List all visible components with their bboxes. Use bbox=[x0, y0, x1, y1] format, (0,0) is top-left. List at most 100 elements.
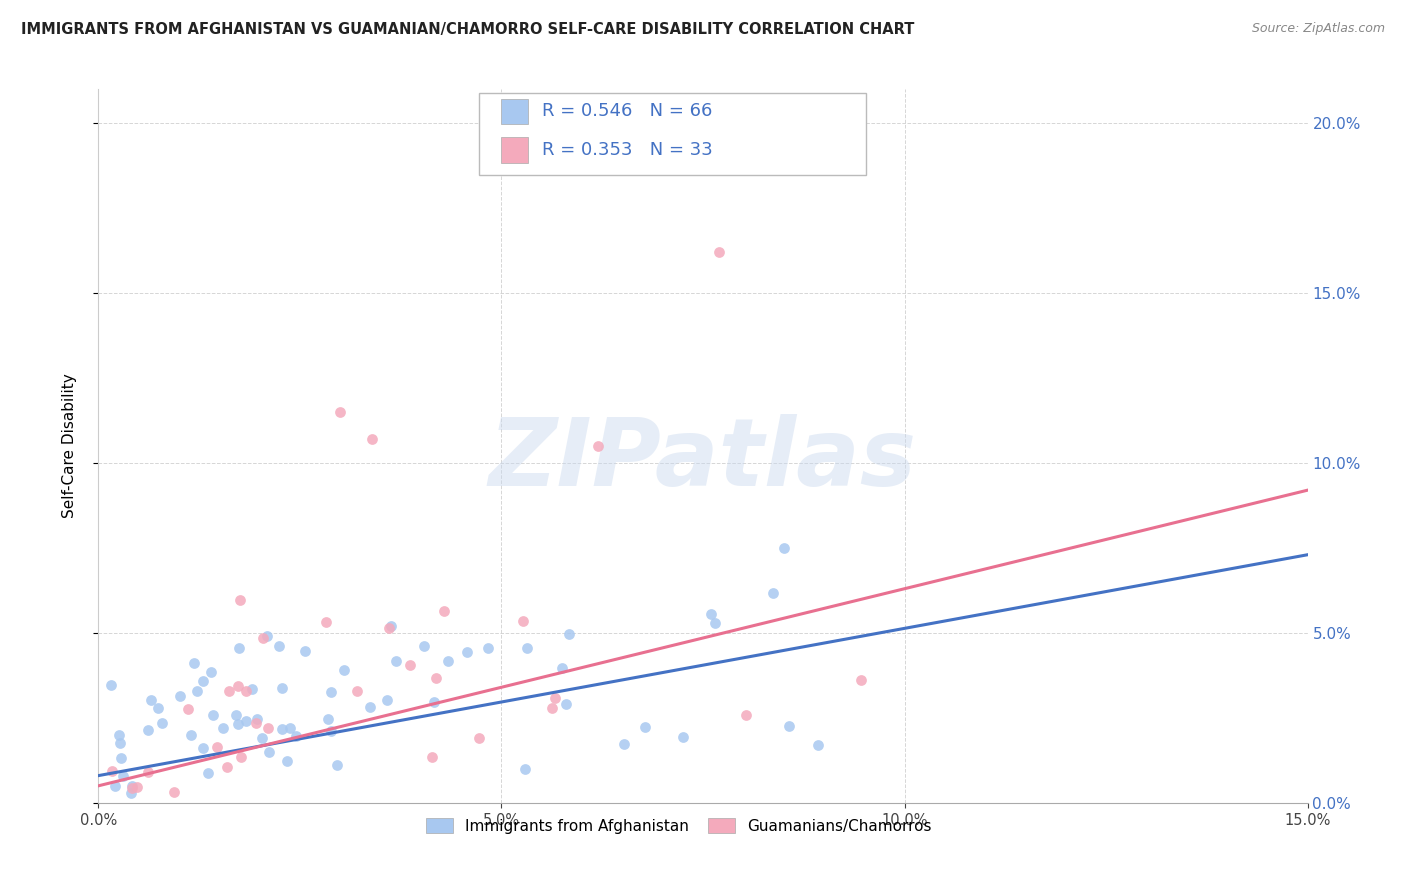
Point bbox=[218, 684, 240, 698]
Point bbox=[228, 641, 250, 656]
Point bbox=[359, 700, 381, 714]
Text: IMMIGRANTS FROM AFGHANISTAN VS GUAMANIAN/CHAMORRO SELF-CARE DISABILITY CORRELATI: IMMIGRANTS FROM AFGHANISTAN VS GUAMANIAN… bbox=[21, 22, 914, 37]
Point bbox=[436, 654, 458, 668]
Point bbox=[110, 751, 132, 765]
FancyBboxPatch shape bbox=[501, 137, 527, 162]
Point bbox=[398, 658, 420, 673]
Point bbox=[707, 245, 730, 260]
Point bbox=[456, 645, 478, 659]
Point bbox=[807, 738, 830, 752]
Point bbox=[246, 712, 269, 726]
Point bbox=[271, 681, 294, 695]
Point bbox=[477, 641, 499, 656]
Point bbox=[169, 690, 191, 704]
Point bbox=[235, 684, 257, 698]
FancyBboxPatch shape bbox=[501, 99, 527, 124]
Point bbox=[110, 736, 132, 750]
Point bbox=[422, 749, 444, 764]
Point bbox=[256, 721, 278, 735]
Point bbox=[271, 723, 294, 737]
Point bbox=[778, 719, 800, 733]
Point bbox=[551, 661, 574, 675]
Point bbox=[329, 405, 352, 419]
Point bbox=[613, 737, 636, 751]
Text: R = 0.353   N = 33: R = 0.353 N = 33 bbox=[543, 141, 713, 159]
Point bbox=[294, 644, 316, 658]
Point bbox=[108, 729, 131, 743]
Point bbox=[215, 760, 238, 774]
Point bbox=[772, 541, 794, 555]
Point bbox=[321, 724, 343, 739]
Point bbox=[544, 690, 567, 705]
Point bbox=[735, 708, 758, 723]
Point bbox=[121, 781, 143, 796]
Point bbox=[315, 615, 337, 629]
FancyBboxPatch shape bbox=[479, 93, 866, 175]
Point bbox=[512, 614, 534, 628]
Point bbox=[180, 728, 202, 742]
Point bbox=[226, 717, 249, 731]
Point bbox=[326, 757, 349, 772]
Point bbox=[256, 629, 278, 643]
Point bbox=[423, 695, 446, 709]
Point bbox=[225, 707, 247, 722]
Point bbox=[229, 593, 252, 607]
Point bbox=[183, 656, 205, 670]
Point bbox=[226, 679, 249, 693]
Point bbox=[100, 678, 122, 692]
Point bbox=[558, 627, 581, 641]
Point bbox=[136, 723, 159, 737]
Point bbox=[468, 731, 491, 745]
Point bbox=[384, 654, 406, 668]
Point bbox=[377, 621, 399, 635]
Point bbox=[278, 721, 301, 735]
Point bbox=[111, 769, 134, 783]
Point bbox=[193, 741, 215, 756]
Point bbox=[240, 682, 263, 697]
Point bbox=[413, 639, 436, 653]
Point bbox=[193, 674, 215, 689]
Y-axis label: Self-Care Disability: Self-Care Disability bbox=[62, 374, 77, 518]
Point bbox=[200, 665, 222, 679]
Point bbox=[516, 640, 538, 655]
Point bbox=[346, 684, 368, 698]
Point bbox=[103, 779, 125, 793]
Point bbox=[555, 697, 578, 711]
Point bbox=[150, 716, 173, 731]
Point bbox=[380, 618, 402, 632]
Point bbox=[252, 631, 274, 645]
Point bbox=[318, 712, 340, 726]
Point bbox=[513, 762, 536, 776]
Point bbox=[139, 692, 162, 706]
Point bbox=[276, 754, 298, 768]
Point bbox=[211, 722, 233, 736]
Point bbox=[205, 740, 228, 755]
Point bbox=[375, 692, 398, 706]
Point bbox=[586, 439, 609, 453]
Point bbox=[703, 615, 725, 630]
Point bbox=[541, 700, 564, 714]
Point bbox=[229, 750, 252, 764]
Point bbox=[333, 664, 356, 678]
Text: ZIPatlas: ZIPatlas bbox=[489, 414, 917, 507]
Point bbox=[245, 716, 267, 731]
Point bbox=[321, 685, 343, 699]
Text: R = 0.546   N = 66: R = 0.546 N = 66 bbox=[543, 103, 713, 120]
Point bbox=[186, 684, 208, 698]
Point bbox=[700, 607, 723, 621]
Point bbox=[425, 671, 447, 685]
Point bbox=[257, 745, 280, 759]
Point bbox=[177, 702, 200, 716]
Point bbox=[100, 764, 122, 779]
Point bbox=[851, 673, 873, 688]
Point bbox=[269, 639, 291, 653]
Point bbox=[138, 764, 160, 779]
Point bbox=[197, 766, 219, 780]
Point bbox=[433, 604, 456, 618]
Text: Source: ZipAtlas.com: Source: ZipAtlas.com bbox=[1251, 22, 1385, 36]
Point bbox=[250, 731, 273, 745]
Point bbox=[125, 780, 148, 794]
Point bbox=[762, 586, 785, 600]
Legend: Immigrants from Afghanistan, Guamanians/Chamorros: Immigrants from Afghanistan, Guamanians/… bbox=[418, 811, 939, 841]
Point bbox=[672, 730, 695, 744]
